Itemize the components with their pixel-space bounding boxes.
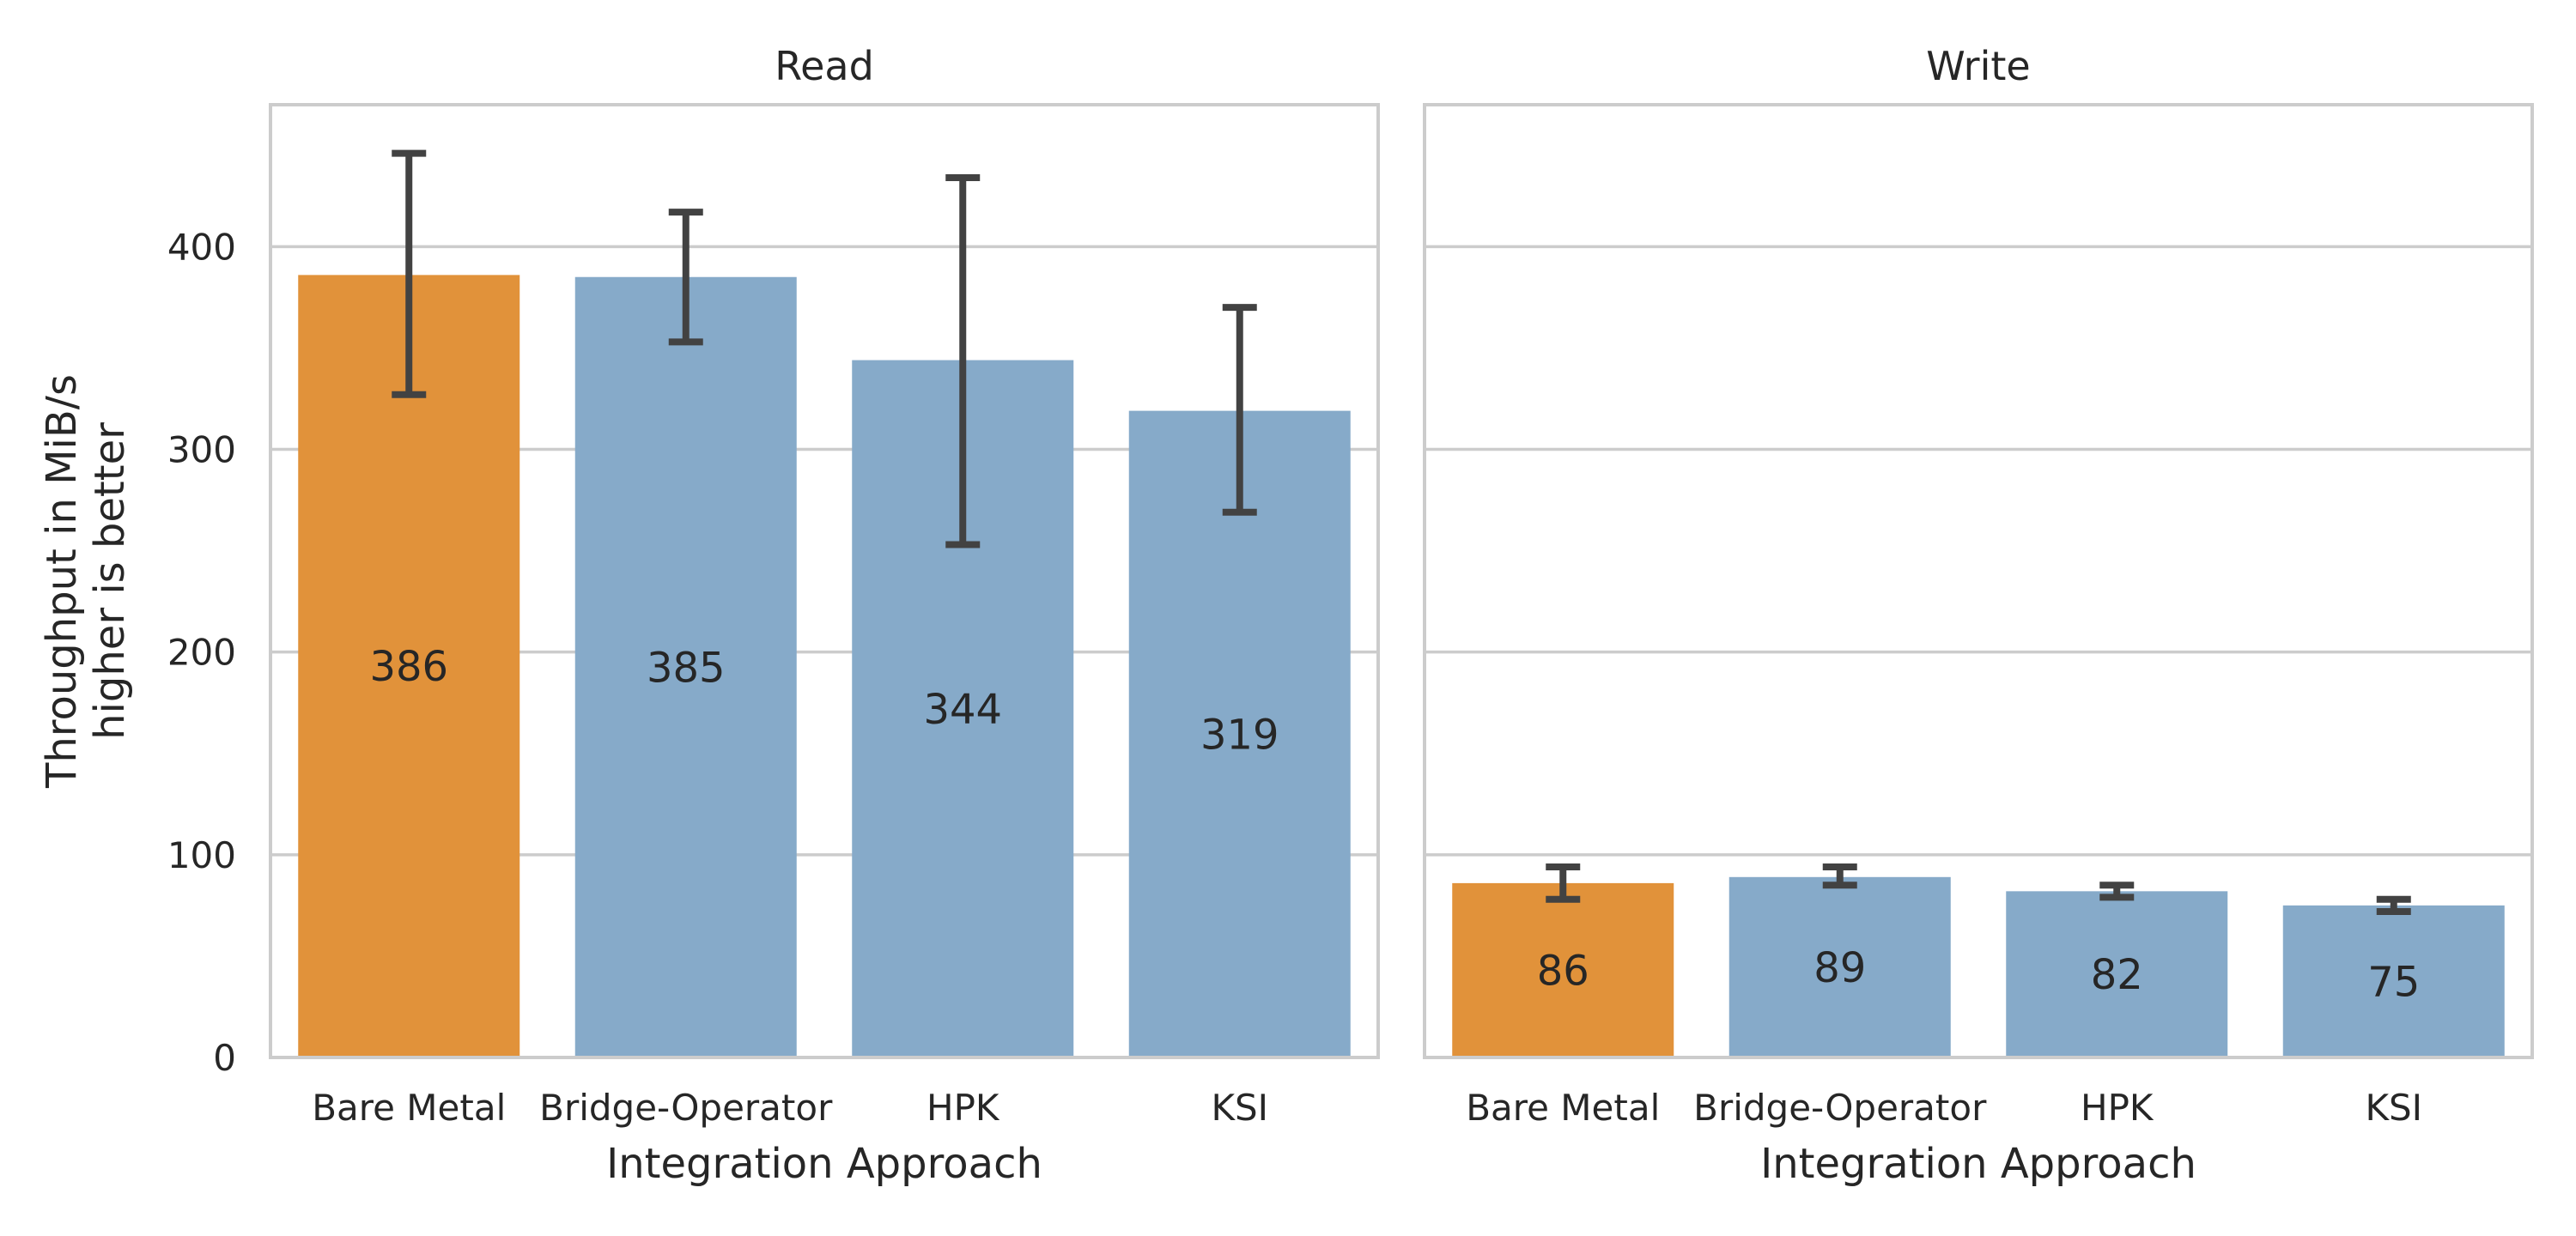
x-tick-label-write-hpk: HPK: [2081, 1087, 2154, 1129]
bar-value-label-read-bare-metal: 386: [369, 643, 448, 691]
bar-value-label-write-ksi: 75: [2367, 958, 2420, 1006]
panel-write: 86 Bare Metal 89 Bridge-Operator 82 HPK 75 KSI W…: [1423, 43, 2534, 1188]
y-tick-label-300: 300: [167, 428, 236, 470]
error-bar-read-bare-metal: [392, 149, 427, 398]
y-axis-title-line-2: higher is better: [86, 422, 134, 740]
bar-value-label-write-bridge-operator: 89: [1814, 944, 1866, 992]
panel-frame-read: [269, 103, 1380, 1059]
x-tick-label-read-ksi: KSI: [1211, 1087, 1268, 1129]
bar-value-label-read-hpk: 344: [923, 686, 1002, 734]
y-tick-label-400: 400: [167, 226, 236, 268]
bar-value-label-write-bare-metal: 86: [1537, 947, 1589, 995]
bar-write-bare-metal: [1452, 882, 1674, 1057]
bar-read-bare-metal: [298, 275, 520, 1058]
x-tick-label-write-ksi: KSI: [2365, 1087, 2422, 1129]
y-tick-label-200: 200: [167, 632, 236, 674]
bar-value-label-read-ksi: 319: [1200, 711, 1279, 759]
panel-read: 0 100 200 300 400 386 Bare Metal 385 Bridge-Oper…: [167, 43, 1380, 1188]
bar-value-label-write-hpk: 82: [2091, 951, 2143, 999]
error-bar-read-ksi: [1222, 304, 1257, 516]
error-bar-write-hpk: [2099, 882, 2135, 901]
y-axis-title-line-1: Throughput in MiB/s: [38, 374, 86, 789]
x-tick-label-read-bridge-operator: Bridge-Operator: [539, 1087, 833, 1129]
error-bar-read-hpk: [945, 174, 981, 548]
error-bar-write-bare-metal: [1546, 863, 1581, 903]
x-axis-title-write: Integration Approach: [1760, 1140, 2196, 1188]
bar-write-ksi: [2282, 905, 2505, 1057]
x-tick-label-read-bare-metal: Bare Metal: [312, 1087, 506, 1129]
bar-value-label-read-bridge-operator: 385: [647, 644, 726, 692]
y-axis-title: Throughput in MiB/s higher is better: [38, 374, 134, 789]
y-tick-label-0: 0: [213, 1037, 236, 1079]
bar-read-ksi: [1128, 410, 1351, 1057]
x-axis-title-read: Integration Approach: [606, 1140, 1042, 1188]
error-bar-write-bridge-operator: [1822, 863, 1857, 889]
bar-read-bridge-operator: [574, 276, 797, 1057]
panel-title-write: Write: [1926, 43, 2030, 89]
panel-title-read: Read: [775, 43, 874, 89]
error-bar-read-bridge-operator: [668, 209, 703, 346]
panel-frame-write: [1423, 103, 2534, 1059]
y-tick-label-100: 100: [167, 834, 236, 876]
x-tick-label-read-hpk: HPK: [927, 1087, 1000, 1129]
bar-write-hpk: [2006, 891, 2228, 1057]
bar-write-bridge-operator: [1728, 876, 1951, 1057]
chart-panels: 0 100 200 300 400 386 Bare Metal 385 Bridge-Oper…: [167, 43, 2534, 1188]
x-tick-label-write-bare-metal: Bare Metal: [1466, 1087, 1660, 1129]
x-tick-label-write-bridge-operator: Bridge-Operator: [1693, 1087, 1987, 1129]
error-bar-write-ksi: [2376, 895, 2411, 915]
